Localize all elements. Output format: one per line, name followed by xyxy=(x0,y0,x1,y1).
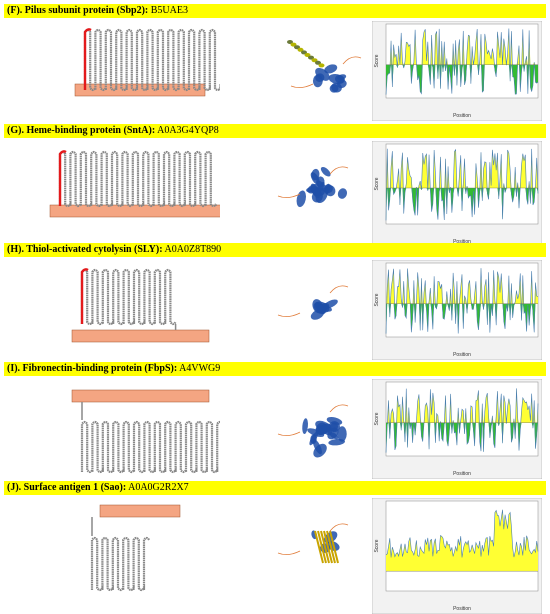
protein-name: (H). Thiol-activated cytolysin (SLY): xyxy=(7,244,163,255)
signal-peptide xyxy=(80,268,89,324)
residue-coil xyxy=(80,420,220,474)
residue-coil xyxy=(80,268,177,326)
accession-id: A0A0G2R2X7 xyxy=(128,482,189,493)
section-f: (F). Pilus subunit protein (Sbp2): B5UAE… xyxy=(4,4,546,121)
protein-name: (I). Fibronectin-binding protein (FbpS): xyxy=(7,363,178,374)
section-h: (H). Thiol-activated cytolysin (SLY): A0… xyxy=(4,243,546,360)
structure-model xyxy=(277,523,349,564)
protein-name: (F). Pilus subunit protein (Sbp2): xyxy=(7,5,149,16)
membrane-bar xyxy=(71,389,210,403)
membrane-bar xyxy=(71,329,210,343)
y-axis-label: Score xyxy=(374,539,380,552)
x-axis-label: Position xyxy=(453,352,471,358)
section-title-banner: (F). Pilus subunit protein (Sbp2): B5UAE… xyxy=(4,4,546,18)
section-title-banner: (G). Heme-binding protein (SntA): A0A3G4… xyxy=(4,124,546,138)
accession-id: B5UAE3 xyxy=(150,5,188,16)
y-axis-label: Score xyxy=(374,293,380,306)
section-g: (G). Heme-binding protein (SntA): A0A3G4… xyxy=(4,124,546,247)
x-axis-label: Position xyxy=(453,113,471,119)
residue-coil xyxy=(58,150,217,208)
score-plot: Score Position xyxy=(372,498,542,614)
topology-diagram xyxy=(71,389,220,474)
y-axis-label: Score xyxy=(374,54,380,67)
score-plot: Score Position xyxy=(372,21,542,121)
signal-peptide xyxy=(83,28,92,90)
structure-model xyxy=(277,166,349,208)
score-plot: Score Position xyxy=(372,141,542,247)
residue-coil xyxy=(83,28,220,92)
accession-id: A0A3G4YQP8 xyxy=(157,125,219,136)
x-axis-label: Position xyxy=(453,471,471,477)
structure-model xyxy=(277,404,349,458)
membrane-bar xyxy=(99,504,181,518)
structure-model xyxy=(287,40,362,93)
topology-diagram xyxy=(74,28,220,97)
section-i: (I). Fibronectin-binding protein (FbpS):… xyxy=(4,362,546,479)
protein-name: (G). Heme-binding protein (SntA): xyxy=(7,125,156,136)
section-title-banner: (I). Fibronectin-binding protein (FbpS):… xyxy=(4,362,546,376)
residue-coil xyxy=(90,536,151,592)
score-plot: Score Position xyxy=(372,379,542,479)
membrane-bar xyxy=(49,204,220,218)
x-axis-label: Position xyxy=(453,239,471,245)
section-title-banner: (H). Thiol-activated cytolysin (SLY): A0… xyxy=(4,243,546,257)
section-title-banner: (J). Surface antigen 1 (Sao): A0A0G2R2X7 xyxy=(4,481,546,495)
protein-name: (J). Surface antigen 1 (Sao): xyxy=(7,482,127,493)
topology-diagram xyxy=(71,268,210,343)
accession-id: A4VWG9 xyxy=(179,363,221,374)
score-plot: Score Position xyxy=(372,260,542,360)
topology-diagram xyxy=(90,504,181,592)
structure-model xyxy=(277,285,349,320)
y-axis-label: Score xyxy=(374,177,380,190)
y-axis-label: Score xyxy=(374,412,380,425)
accession-id: A0A0Z8T890 xyxy=(164,244,222,255)
topology-diagram xyxy=(49,150,220,218)
signal-peptide xyxy=(58,150,67,206)
section-j: (J). Surface antigen 1 (Sao): A0A0G2R2X7… xyxy=(4,481,546,614)
x-axis-label: Position xyxy=(453,606,471,612)
